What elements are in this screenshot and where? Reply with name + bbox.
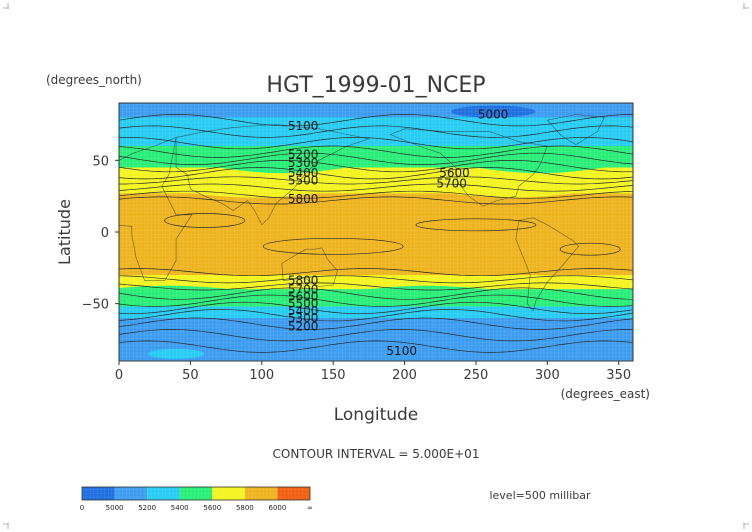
contour-label-8: 5800 [288,192,319,206]
x-units-label: (degrees_east) [561,387,650,401]
x-tick-label-5: 250 [464,368,489,383]
colorbar-label-5: 5800 [236,504,254,512]
colorbar-label-4: 5600 [203,504,221,512]
y-tick-label-2: −50 [82,298,109,313]
plot-area: 5000510052005300540055005600570058005800… [119,103,633,361]
crop-marks [3,3,749,529]
y-tick-label-0: 50 [92,154,109,169]
colorbar-label-0: 0 [80,504,84,512]
contour-label-1: 5100 [288,119,319,133]
contour-label-15: 5200 [288,320,319,334]
contour-label-16: 5100 [386,344,417,358]
contour-label-11: 5600 [288,290,319,304]
contour-label-3: 5300 [288,156,319,170]
colorbar: 0 5000 5200 5400 5600 5800 6000 ∞ [80,486,313,512]
contour-label-13: 5400 [288,304,319,318]
x-tick-label-1: 50 [182,368,199,383]
colorbar-label-3: 5400 [171,504,189,512]
x-axis-label: Longitude [334,405,419,425]
x-tick-label-4: 200 [392,368,417,383]
y-axis-ticks: 50 0 −50 [82,154,119,313]
y-axis-label: Latitude [55,199,74,265]
y-units-label: (degrees_north) [46,73,142,87]
x-tick-label-6: 300 [535,368,560,383]
contour-labels: 5000510052005300540055005600570058005800… [288,107,508,358]
colorbar-label-7: ∞ [307,504,313,512]
x-axis-ticks: 0 50 100 150 200 250 300 350 [115,361,631,383]
colorbar-label-1: 5000 [106,504,124,512]
contour-label-5: 5500 [288,173,319,187]
chart-title: HGT_1999-01_NCEP [266,73,485,98]
contour-label-14: 5300 [288,311,319,325]
x-tick-label-2: 100 [249,368,274,383]
contour-label-9: 5800 [288,274,319,288]
level-text: level=500 millibar [489,489,591,502]
x-tick-label-0: 0 [115,368,123,383]
colorbar-label-2: 5200 [138,504,156,512]
colorbar-label-6: 6000 [269,504,287,512]
contour-label-2: 5200 [288,148,319,162]
contour-label-12: 5500 [288,297,319,311]
grid-overlay [119,103,633,361]
contour-label-6: 5600 [439,166,470,180]
y-tick-label-1: 0 [101,226,109,241]
contour-label-7: 5700 [436,176,467,190]
x-tick-label-3: 150 [321,368,346,383]
colorbar-grid [82,487,310,500]
contour-label-10: 5700 [288,282,319,296]
x-tick-label-7: 350 [606,368,631,383]
contour-label-0: 5000 [478,107,509,121]
contour-label-4: 5400 [288,166,319,180]
colorbar-frame [81,486,311,501]
contour-interval-text: CONTOUR INTERVAL = 5.000E+01 [273,447,480,461]
